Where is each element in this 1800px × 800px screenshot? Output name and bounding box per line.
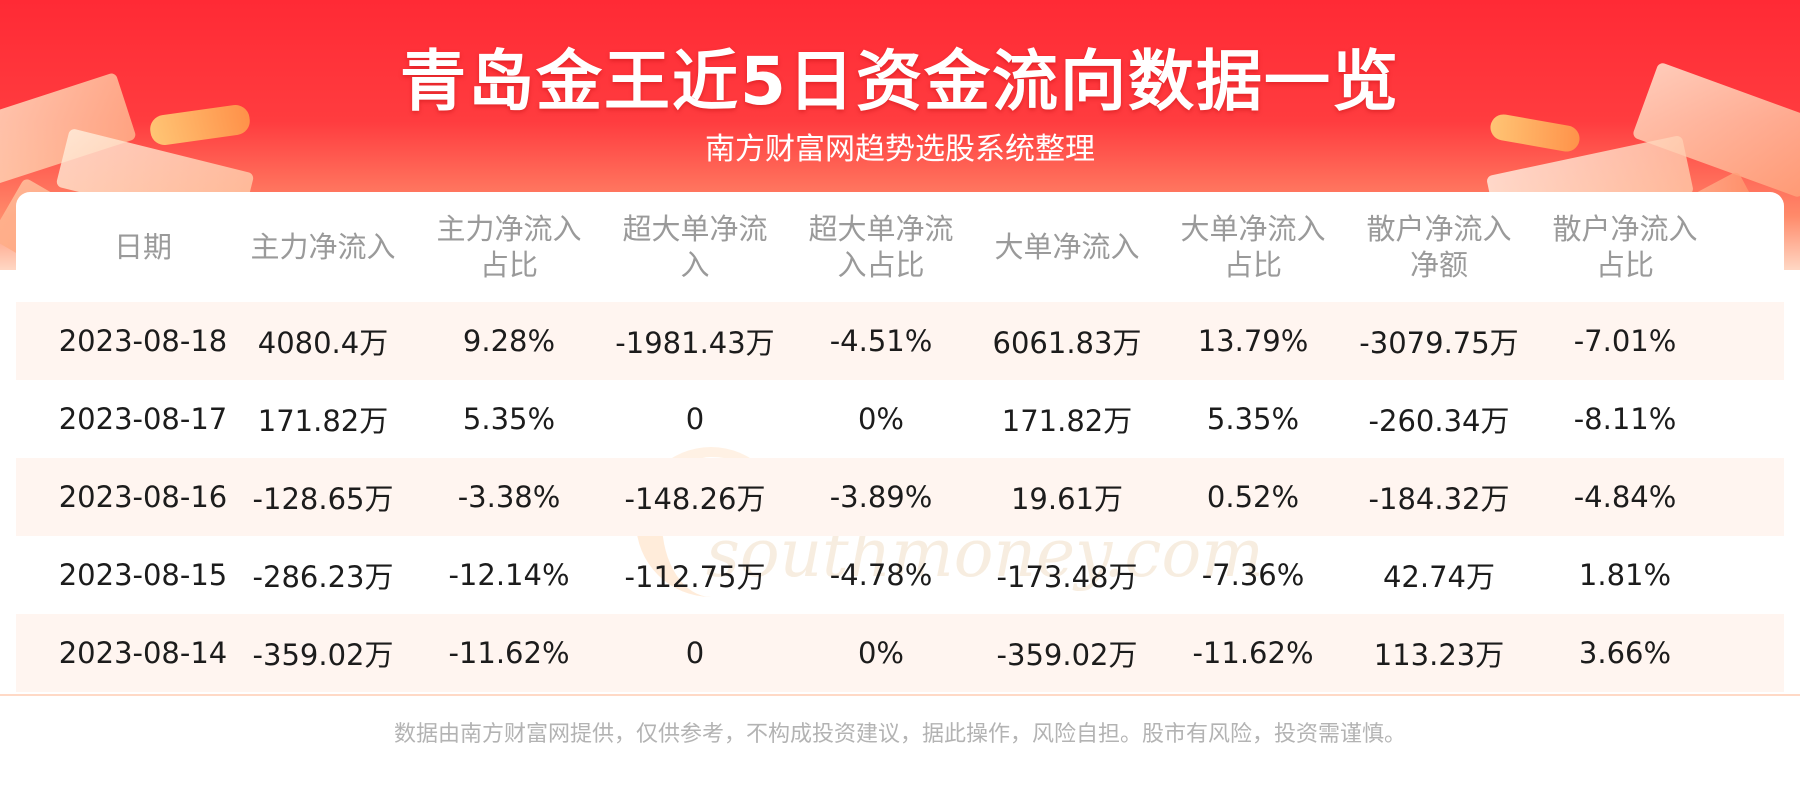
table-cell: -359.02万 xyxy=(996,638,1138,672)
table-cell: 171.82万 xyxy=(1001,404,1133,438)
table-cell: 1.81% xyxy=(1578,558,1672,592)
table-cell: -173.48万 xyxy=(996,560,1138,594)
table-cell: -3079.75万 xyxy=(1359,326,1519,360)
column-header-line: 入 xyxy=(680,248,710,282)
column-header: 大单净流入 xyxy=(974,229,1160,265)
table-cell: 19.61万 xyxy=(1010,482,1124,516)
table-cell: 171.82万 xyxy=(257,404,389,438)
table-cell: -112.75万 xyxy=(624,560,766,594)
table-cell: 2023-08-15 xyxy=(58,558,228,592)
column-header: 超大单净流入 xyxy=(602,211,788,283)
table-cell: 5.35% xyxy=(462,402,556,436)
column-header-line: 入占比 xyxy=(837,248,925,282)
table-cell: -7.36% xyxy=(1201,558,1305,592)
table-cell: 5.35% xyxy=(1206,402,1300,436)
column-header-line: 主力净流入 xyxy=(436,212,582,246)
table-cell: -359.02万 xyxy=(252,638,394,672)
table-cell: -4.51% xyxy=(829,324,933,358)
table-cell: -148.26万 xyxy=(624,482,766,516)
table-cell: 0 xyxy=(685,402,705,436)
column-header-line: 超大单净流 xyxy=(622,212,768,246)
column-header-line: 主力净流入 xyxy=(250,230,396,264)
table-cell: 9.28% xyxy=(462,324,556,358)
column-header-line: 净额 xyxy=(1409,248,1468,282)
table-cell: 0 xyxy=(685,636,705,670)
table-cell: -8.11% xyxy=(1573,402,1677,436)
table-cell: -12.14% xyxy=(448,558,570,592)
column-header: 超大单净流 入占比 xyxy=(788,211,974,283)
table-row: 2023-08-15 -286.23万 -12.14% -112.75万 -4.78% -… xyxy=(16,536,1784,614)
column-header-line: 日期 xyxy=(113,230,172,264)
column-header: 主力净流入 占比 xyxy=(416,211,602,283)
table-cell: 2023-08-14 xyxy=(58,636,228,670)
table-row: 2023-08-14 -359.02万 -11.62% 0 0% -359.02万 -11.… xyxy=(16,614,1784,692)
column-header-line: 占比 xyxy=(479,248,538,282)
table-cell: -11.62% xyxy=(1192,636,1314,670)
column-header: 日期 xyxy=(56,229,230,265)
table-cell: -286.23万 xyxy=(252,560,394,594)
table-cell: 2023-08-17 xyxy=(58,402,228,436)
table-cell: 0.52% xyxy=(1206,480,1300,514)
table-cell: -4.78% xyxy=(829,558,933,592)
table-cell: 4080.4万 xyxy=(257,326,389,360)
table-cell: -184.32万 xyxy=(1368,482,1510,516)
table-cell: -128.65万 xyxy=(252,482,394,516)
table-cell: 2023-08-16 xyxy=(58,480,228,514)
table-row: 2023-08-16 -128.65万 -3.38% -148.26万 -3.89% 19… xyxy=(16,458,1784,536)
column-header: 大单净流入 占比 xyxy=(1160,211,1346,283)
table-cell: 3.66% xyxy=(1578,636,1672,670)
table-row: 2023-08-17 171.82万 5.35% 0 0% 171.82万 5.35% -26… xyxy=(16,380,1784,458)
column-header: 散户净流入 占比 xyxy=(1532,211,1718,283)
table-cell: -3.38% xyxy=(457,480,561,514)
table-cell: -11.62% xyxy=(448,636,570,670)
column-header-line: 散户净流入 xyxy=(1366,212,1512,246)
table-cell: -4.84% xyxy=(1573,480,1677,514)
table-cell: -7.01% xyxy=(1573,324,1677,358)
data-table-card: 南方财富网 southmoney.com 日期主力净流入主力净流入占比超大单净流… xyxy=(16,192,1784,692)
column-header-line: 散户净流入 xyxy=(1552,212,1698,246)
table-cell: 113.23万 xyxy=(1373,638,1505,672)
table-cell: 0% xyxy=(857,636,904,670)
table-cell: -3.89% xyxy=(829,480,933,514)
table-cell: -260.34万 xyxy=(1368,404,1510,438)
page-title: 青岛金王近5日资金流向数据一览 xyxy=(400,43,1400,120)
page-subtitle: 南方财富网趋势选股系统整理 xyxy=(705,132,1095,167)
table-cell: 2023-08-18 xyxy=(58,324,228,358)
column-header-line: 占比 xyxy=(1223,248,1282,282)
column-header: 散户净流入 净额 xyxy=(1346,211,1532,283)
column-header-line: 大单净流入 xyxy=(994,230,1140,264)
footer-divider xyxy=(0,694,1800,696)
footer-disclaimer: 数据由南方财富网提供，仅供参考，不构成投资建议，据此操作，风险自担。股市有风险，… xyxy=(393,722,1406,747)
column-header-line: 超大单净流 xyxy=(808,212,954,246)
table-cell: 0% xyxy=(857,402,904,436)
table-cell: 13.79% xyxy=(1197,324,1309,358)
column-header: 主力净流入 xyxy=(230,229,416,265)
column-header-line: 占比 xyxy=(1595,248,1654,282)
table-cell: -1981.43万 xyxy=(615,326,775,360)
table-header: 日期 主力净流入 主力净流入 占比 超大单净流入超大单净流 入占比 大单净流入 大单净流入 占比… xyxy=(16,192,1784,302)
table-body: 2023-08-18 4080.4万 9.28% -1981.43万 -4.51% 606… xyxy=(16,302,1784,692)
table-cell: 42.74万 xyxy=(1382,560,1496,594)
table-cell: 6061.83万 xyxy=(992,326,1142,360)
table-row: 2023-08-18 4080.4万 9.28% -1981.43万 -4.51% 606… xyxy=(16,302,1784,380)
column-header-line: 大单净流入 xyxy=(1180,212,1326,246)
